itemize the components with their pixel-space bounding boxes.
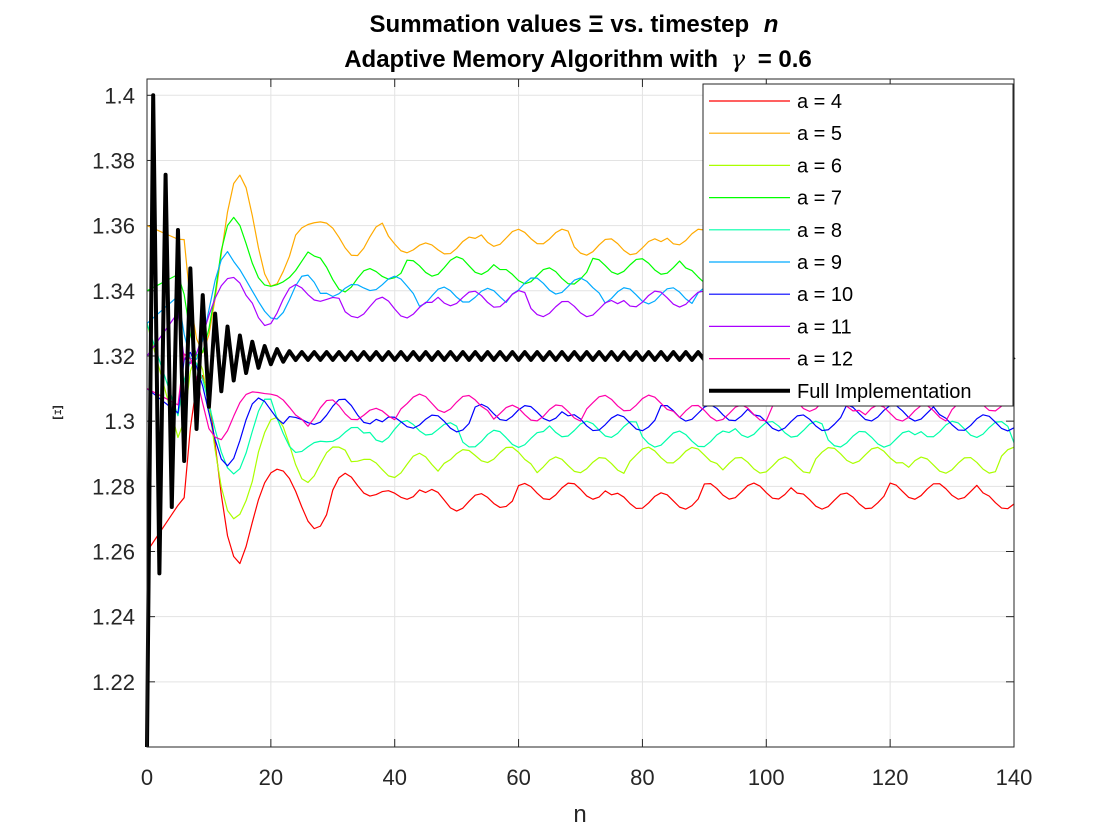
legend-box [702,83,1014,407]
legend-label: a = 9 [797,252,842,274]
x-tick-label: 0 [141,765,153,790]
series-line-a-8 [146,323,1015,475]
x-tick-label: 80 [630,765,654,790]
y-tick-label: 1.26 [92,539,135,564]
legend-label: a = 11 [797,316,852,338]
x-tick-label: 20 [259,765,283,790]
chart-title-line1: Summation values Ξ vs. timestep n [370,11,779,38]
x-tick-label: 40 [382,765,406,790]
x-tick-label: 100 [748,765,785,790]
legend-label: a = 7 [797,188,842,210]
x-axis-label: n [573,801,586,828]
legend-label: a = 4 [797,91,842,113]
legend-label: a = 12 [797,349,853,371]
y-tick-labels: 1.22 1.24 1.26 1.28 1.3 1.32 1.34 1.36 1.38 1.4 [92,83,135,695]
y-tick-label: 1.34 [92,279,135,304]
y-tick-label: 1.3 [104,409,135,434]
plot-area-frame [146,78,1015,748]
y-tick-label: 1.28 [92,474,135,499]
legend-label: a = 8 [797,220,842,242]
y-tick-label: 1.4 [104,83,135,108]
series-line-a-10 [146,351,1015,467]
legend-label: a = 10 [797,284,853,306]
y-tick-label: 1.36 [92,214,135,239]
legend-label: a = 5 [797,123,842,145]
legend-label: a = 6 [797,155,842,177]
series-line-a-4 [146,374,1015,565]
series-line-a-6 [146,323,1015,520]
y-tick-label: 1.32 [92,344,135,369]
y-tick-label: 1.38 [92,148,135,173]
legend: a = 4 a = 5 a = 6 a = 7 a = 8 a = 9 a = 10 a = … [702,83,1014,407]
x-tick-label: 120 [872,765,909,790]
legend-label: Full Implementation [797,381,972,403]
x-tick-label: 60 [506,765,530,790]
chart-title-line2: Adaptive Memory Algorithm with γ = 0.6 [344,45,812,73]
x-tick-labels: 0 20 40 60 80 100 120 140 [141,765,1032,790]
y-axis-label: Ξ [52,403,65,424]
y-tick-label: 1.22 [92,670,135,695]
x-tick-label: 140 [996,765,1033,790]
y-tick-label: 1.24 [92,605,135,630]
series-line-a-12 [146,353,1015,441]
